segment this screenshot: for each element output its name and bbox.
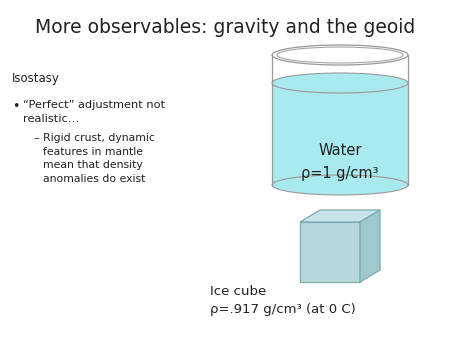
- Text: “Perfect” adjustment not
realistic…: “Perfect” adjustment not realistic…: [23, 100, 165, 124]
- Text: Rigid crust, dynamic
features in mantle
mean that density
anomalies do exist: Rigid crust, dynamic features in mantle …: [43, 133, 155, 184]
- Text: More observables: gravity and the geoid: More observables: gravity and the geoid: [35, 18, 415, 37]
- Polygon shape: [360, 210, 380, 282]
- Polygon shape: [300, 222, 360, 282]
- Ellipse shape: [272, 73, 408, 93]
- Polygon shape: [272, 83, 408, 185]
- Text: –: –: [33, 133, 39, 143]
- Ellipse shape: [272, 175, 408, 195]
- Text: Water
ρ=1 g/cm³: Water ρ=1 g/cm³: [301, 143, 379, 180]
- Text: Isostasy: Isostasy: [12, 72, 60, 85]
- Text: Ice cube
ρ=.917 g/cm³ (at 0 C): Ice cube ρ=.917 g/cm³ (at 0 C): [210, 285, 356, 316]
- Polygon shape: [300, 210, 380, 222]
- Polygon shape: [272, 55, 408, 83]
- Text: •: •: [12, 100, 19, 113]
